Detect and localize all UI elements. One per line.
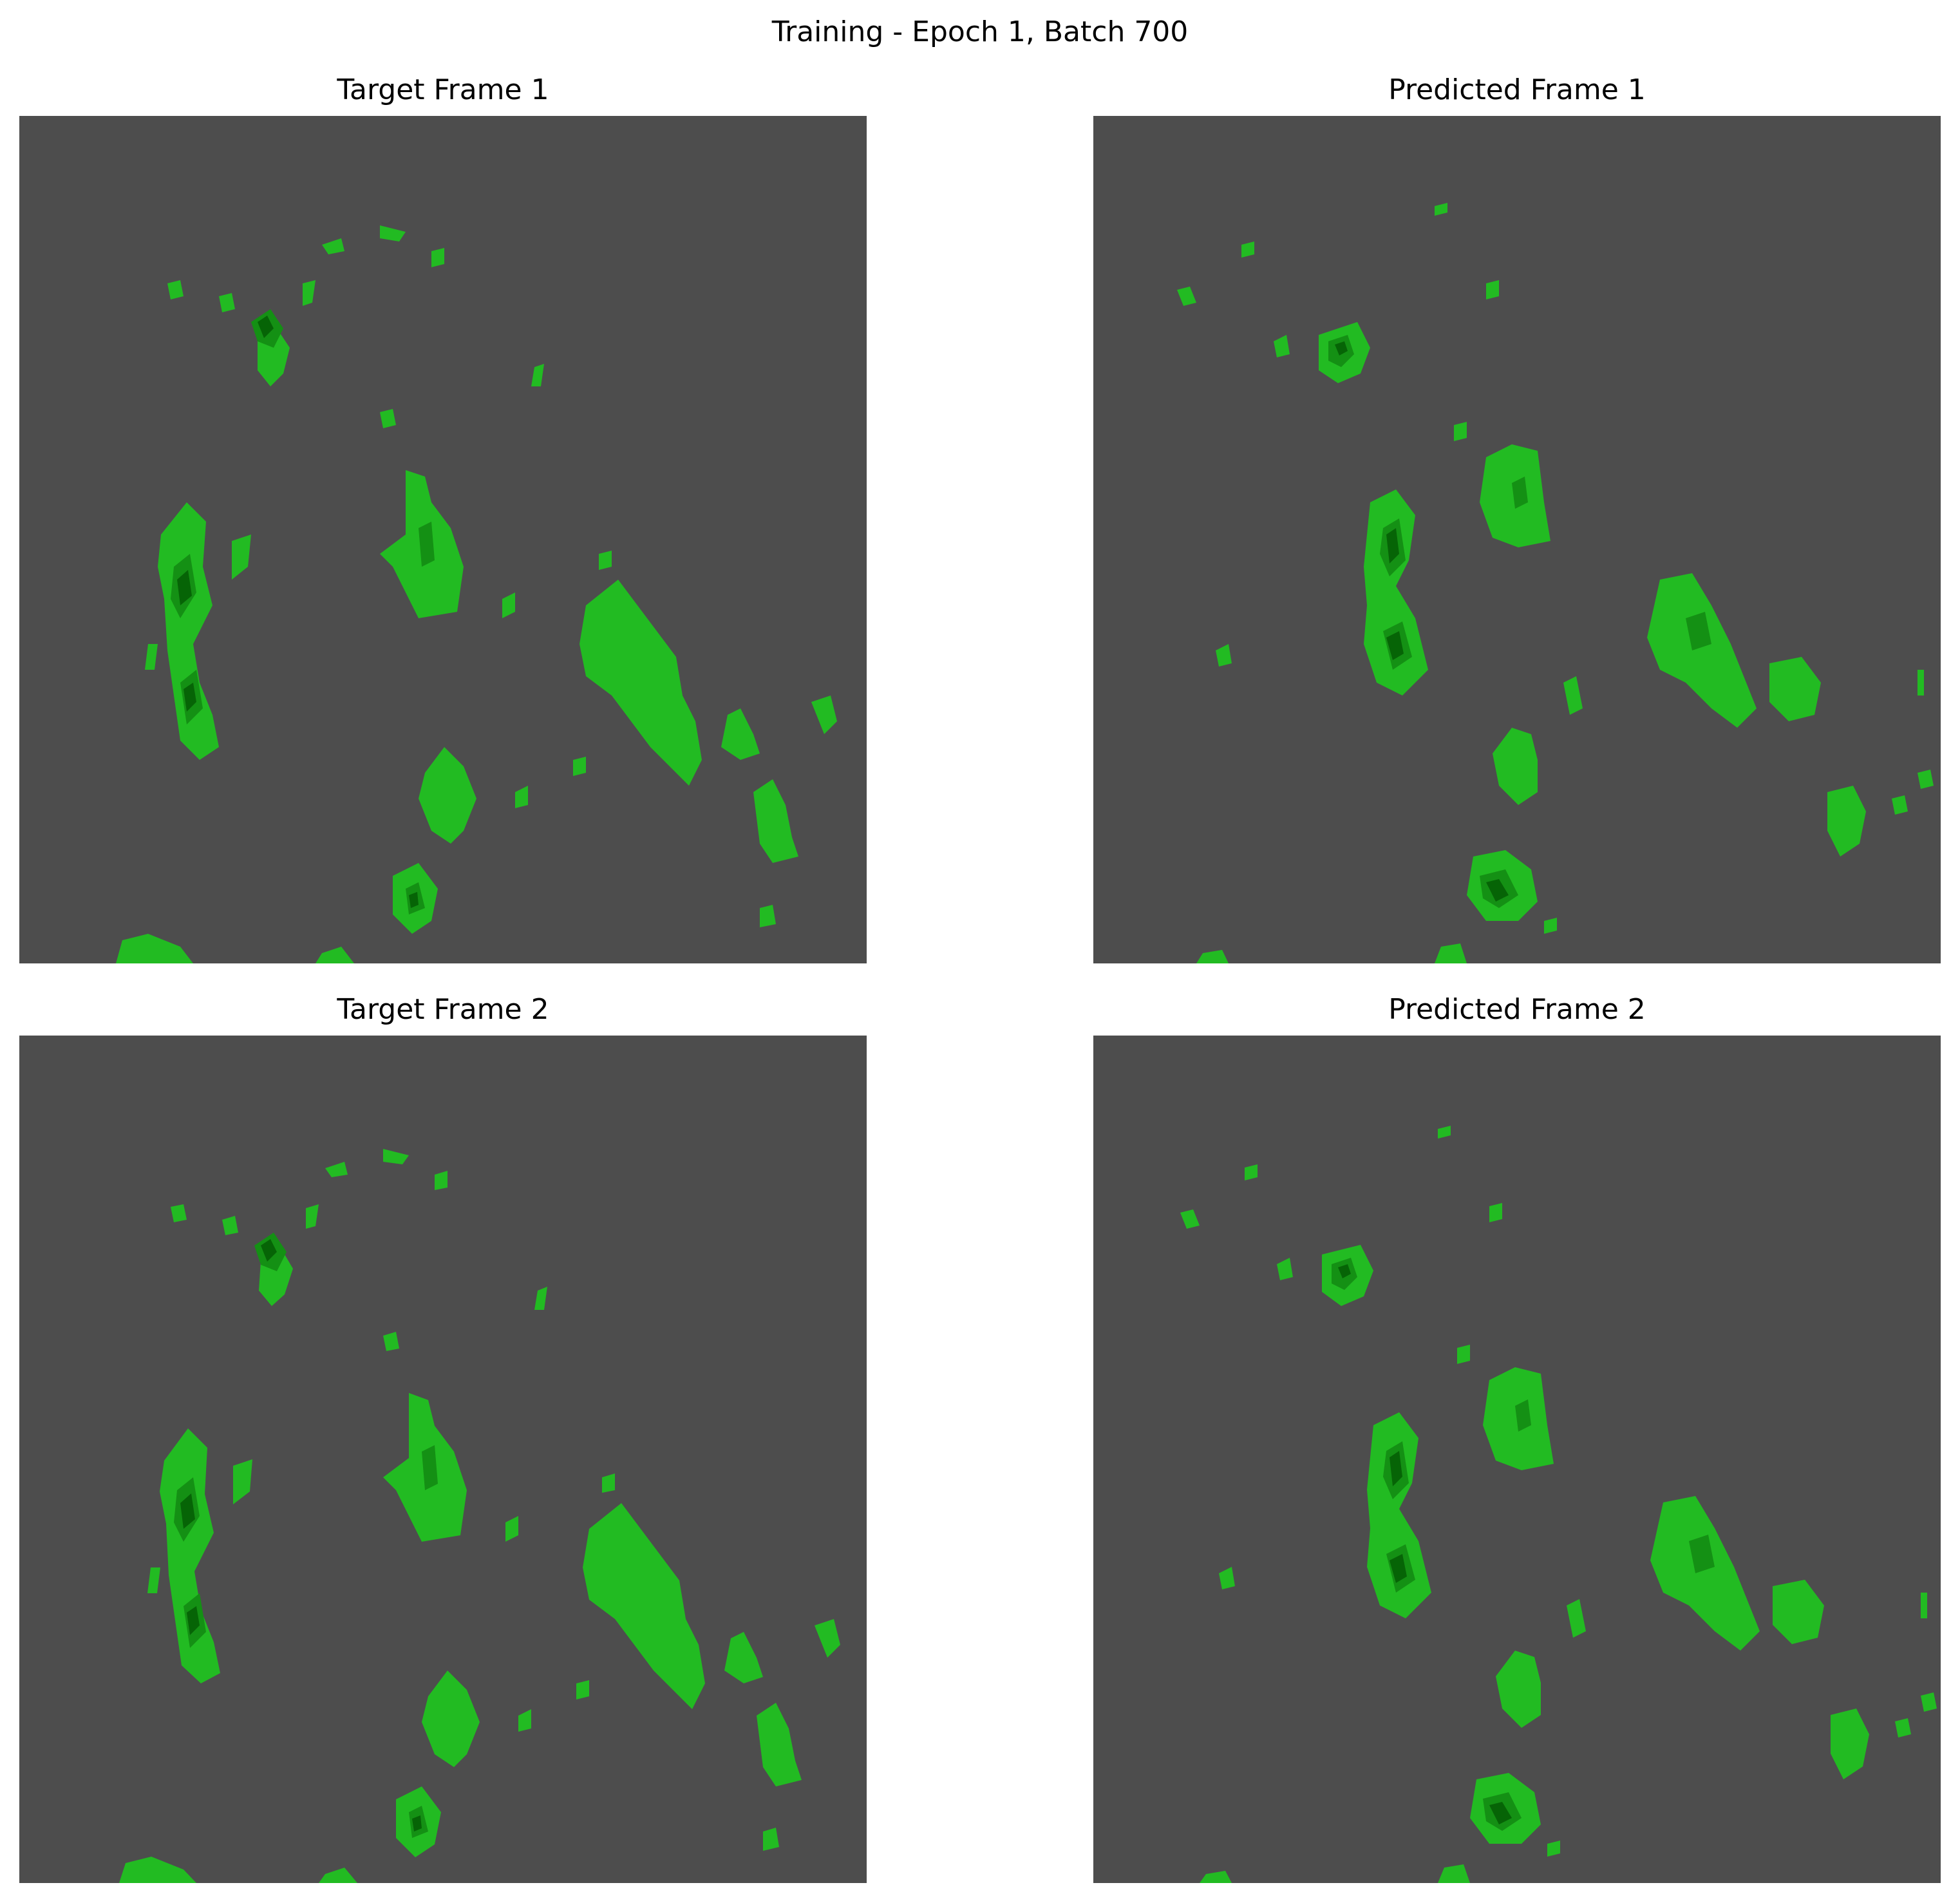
echo-light (119, 1149, 840, 1883)
echo-light (116, 225, 837, 963)
panel-title-target-frame-2: Target Frame 2 (337, 993, 549, 1026)
echo-dark (1338, 1264, 1512, 1824)
predicted-frame-1-image (1093, 116, 1941, 963)
echo-dark (177, 316, 419, 908)
target-frame-1-blobs (116, 225, 837, 963)
panel-title-predicted-frame-1: Predicted Frame 1 (1388, 73, 1646, 106)
echo-mid (174, 1233, 438, 1838)
target-frame-2-image (19, 1036, 867, 1883)
echo-dark (1335, 341, 1509, 902)
target-frame-2-blobs (119, 1149, 840, 1883)
echo-light (1177, 203, 1934, 963)
predicted-frame-1-blobs (1177, 203, 1934, 963)
panel-title-predicted-frame-2: Predicted Frame 2 (1388, 993, 1646, 1026)
echo-light (1180, 1126, 1937, 1883)
predicted-frame-2-blobs (1180, 1126, 1937, 1883)
predicted-frame-2-image (1093, 1036, 1941, 1883)
echo-dark (180, 1239, 422, 1832)
figure-suptitle: Training - Epoch 1, Batch 700 (771, 15, 1189, 48)
echo-mid (171, 309, 435, 914)
panel-title-target-frame-1: Target Frame 1 (337, 73, 549, 106)
target-frame-1-image (19, 116, 867, 963)
